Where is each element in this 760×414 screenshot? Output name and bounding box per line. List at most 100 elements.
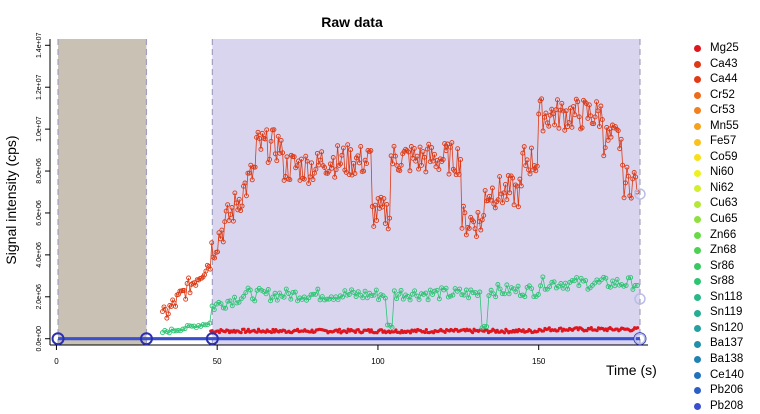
point-Ca43 xyxy=(217,236,223,242)
point-Ca43 xyxy=(502,182,508,187)
legend-label: Ni62 xyxy=(710,181,734,194)
point-Ca43 xyxy=(472,226,478,232)
point-Ca43 xyxy=(432,151,437,157)
legend-label: Pb206 xyxy=(710,384,744,397)
point-Ca43 xyxy=(255,129,261,135)
point-Ca43 xyxy=(531,163,537,169)
point-Sr88 xyxy=(355,289,361,295)
point-Ca43 xyxy=(420,149,426,155)
point-Ca43 xyxy=(233,200,239,206)
point-Ca43 xyxy=(309,160,314,166)
point-Sr88 xyxy=(495,282,501,287)
legend-label: Cr53 xyxy=(710,104,735,117)
point-Sr88 xyxy=(614,276,620,282)
point-Ca43 xyxy=(601,153,607,159)
point-Sr88 xyxy=(560,285,566,291)
point-Ca43 xyxy=(311,170,317,176)
point-Mg25 xyxy=(217,330,222,335)
legend-item-Ce140: Ce140 xyxy=(692,367,758,383)
point-Sr88 xyxy=(562,280,568,286)
point-Ca43 xyxy=(186,275,192,281)
legend-item-Ni60: Ni60 xyxy=(692,165,758,181)
legend-label: Co59 xyxy=(710,150,738,163)
point-Mg25 xyxy=(521,328,525,332)
point-Sr88 xyxy=(369,293,375,299)
point-Ca43 xyxy=(220,239,226,245)
point-Sr88 xyxy=(425,297,431,303)
point-Ca43 xyxy=(356,160,362,166)
point-Mg25 xyxy=(336,330,340,334)
point-Sr88 xyxy=(376,297,382,303)
point-Ca43 xyxy=(614,126,620,132)
point-Sr88 xyxy=(423,290,429,296)
point-Mg25 xyxy=(246,327,250,331)
point-Ca43 xyxy=(608,134,614,140)
point-Sr88 xyxy=(227,298,233,304)
point-Ca43 xyxy=(595,108,601,114)
point-Ca43 xyxy=(458,157,464,162)
point-Sr88 xyxy=(549,279,555,285)
point-Sr88 xyxy=(576,283,582,289)
point-Ca43 xyxy=(187,290,193,296)
point-Ca43 xyxy=(275,133,281,139)
point-Ca43 xyxy=(232,190,238,196)
legend-label: Ba137 xyxy=(710,337,744,350)
point-Sr88 xyxy=(175,327,181,333)
point-Sr88 xyxy=(319,294,325,300)
point-Ca43 xyxy=(505,173,511,179)
point-Ca43 xyxy=(631,170,637,175)
point-Ca43 xyxy=(330,155,336,160)
point-Ca43 xyxy=(199,275,205,281)
point-Ca43 xyxy=(339,152,345,158)
point-Ca43 xyxy=(429,145,435,151)
point-Sr88 xyxy=(378,292,384,298)
point-Sr88 xyxy=(504,282,510,288)
point-Ca43 xyxy=(391,143,397,149)
point-Ca43 xyxy=(463,232,469,238)
point-Sr88 xyxy=(432,288,438,294)
legend-marker xyxy=(694,262,701,270)
point-Sr88 xyxy=(445,294,451,300)
point-Ca43 xyxy=(529,145,534,151)
point-Ca43 xyxy=(352,171,358,176)
point-Mg25 xyxy=(264,330,268,334)
point-Sr88 xyxy=(513,289,519,295)
point-Ca43 xyxy=(485,198,491,203)
point-Ca43 xyxy=(530,167,536,173)
legend-item-Zn66: Zn66 xyxy=(692,228,758,244)
point-Sr88 xyxy=(218,301,224,307)
point-Ca43 xyxy=(228,212,233,218)
point-Ca43 xyxy=(416,166,422,172)
point-Ca43 xyxy=(215,249,220,255)
point-Ca43 xyxy=(193,282,199,288)
point-Ca43 xyxy=(223,208,229,214)
point-Ca43 xyxy=(268,138,274,144)
point-Sr88 xyxy=(283,286,289,292)
legend-marker xyxy=(694,278,701,286)
point-Sr88 xyxy=(486,293,492,299)
point-Ca43 xyxy=(209,240,215,246)
point-Sr88 xyxy=(414,293,420,299)
point-Ca43 xyxy=(384,201,390,207)
legend-marker xyxy=(694,247,701,255)
point-Ca43 xyxy=(556,125,562,131)
point-Ca43 xyxy=(515,204,521,210)
raw-data-chart: 0 50 100 150 0.0e+00 2.0e+06 4.0e+06 6.0e+06 8.0… xyxy=(3,14,657,378)
point-Sr88 xyxy=(592,280,598,286)
point-Sr88 xyxy=(373,287,379,293)
legend-item-Fe57: Fe57 xyxy=(692,134,758,150)
legend-label: Zn68 xyxy=(710,244,737,257)
point-Sr88 xyxy=(353,294,359,299)
point-Mg25 xyxy=(595,328,599,333)
point-Ca43 xyxy=(445,141,450,147)
point-Sr88 xyxy=(382,295,388,301)
point-Sr88 xyxy=(457,286,463,292)
point-Ca43 xyxy=(510,175,516,181)
point-Ca43 xyxy=(518,183,524,189)
chart-title: Raw data xyxy=(321,14,383,30)
point-Ca43 xyxy=(271,127,277,133)
point-Sr88 xyxy=(412,288,418,294)
point-Ca43 xyxy=(576,114,582,120)
regions-layer xyxy=(57,39,641,345)
point-Ca43 xyxy=(536,111,542,117)
